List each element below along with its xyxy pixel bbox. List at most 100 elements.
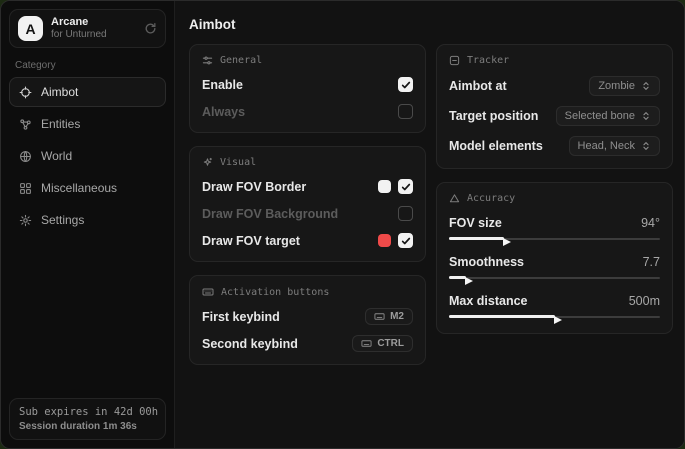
card-title: Visual <box>220 157 257 168</box>
sparkles-icon <box>202 157 213 168</box>
fov-background-checkbox[interactable] <box>398 206 413 221</box>
main-panel: Aimbot General Enable <box>175 1 684 448</box>
right-column: Tracker Aimbot at Zombie Target position <box>436 44 673 365</box>
general-card: General Enable Always <box>189 44 426 133</box>
smoothness-slider[interactable] <box>449 273 660 285</box>
keybind-value: CTRL <box>377 338 404 349</box>
setting-row-enable: Enable <box>202 76 413 93</box>
fov-size-slider[interactable] <box>449 234 660 246</box>
slider-track <box>449 277 660 279</box>
entities-icon <box>19 118 32 131</box>
setting-label: Draw FOV Border <box>202 179 307 194</box>
slider-fill <box>449 237 511 246</box>
max-distance-slider[interactable] <box>449 312 660 324</box>
slider-value: 7.7 <box>642 254 660 269</box>
aimbot-at-dropdown[interactable]: Zombie <box>589 76 660 96</box>
dropdown-value: Selected bone <box>564 110 635 122</box>
setting-label: Enable <box>202 77 243 92</box>
card-title: General <box>220 55 263 66</box>
always-checkbox[interactable] <box>398 104 413 119</box>
keyboard-icon <box>202 286 214 298</box>
dropdown-value: Zombie <box>598 80 635 92</box>
setting-label: Always <box>202 104 246 119</box>
setting-row-fov-background: Draw FOV Background <box>202 205 413 222</box>
triangle-icon <box>449 193 460 204</box>
chevron-up-down-icon <box>641 141 651 151</box>
app-subtitle: for Unturned <box>51 29 107 41</box>
slider-row-fov-size: FOV size 94° <box>449 214 660 246</box>
setting-row-fov-target: Draw FOV target <box>202 232 413 249</box>
page-title: Aimbot <box>189 17 236 32</box>
slider-thumb[interactable] <box>502 237 511 246</box>
fov-target-checkbox[interactable] <box>398 233 413 248</box>
setting-label: Draw FOV target <box>202 233 300 248</box>
setting-label: First keybind <box>202 309 280 324</box>
sidebar-item-entities[interactable]: Entities <box>9 109 166 139</box>
setting-row-second-keybind: Second keybind CTRL <box>202 335 413 352</box>
gear-icon <box>19 214 32 227</box>
sub-expiry-text: Sub expires in 42d 00h <box>19 406 159 418</box>
second-keybind-button[interactable]: CTRL <box>352 335 413 352</box>
keybind-value: M2 <box>390 311 404 322</box>
subscription-status-card: Sub expires in 42d 00h Session duration … <box>9 398 166 440</box>
setting-row-target-position: Target position Selected bone <box>449 106 660 126</box>
keyboard-icon <box>374 311 385 322</box>
sidebar-item-label: Settings <box>41 213 85 227</box>
target-position-dropdown[interactable]: Selected bone <box>555 106 660 126</box>
slider-row-smoothness: Smoothness 7.7 <box>449 253 660 285</box>
sidebar-item-world[interactable]: World <box>9 141 166 171</box>
chevron-up-down-icon <box>641 111 651 121</box>
sidebar-item-label: Miscellaneous <box>41 181 118 195</box>
card-title: Tracker <box>467 55 510 66</box>
setting-row-aimbot-at: Aimbot at Zombie <box>449 76 660 96</box>
enable-checkbox[interactable] <box>398 77 413 92</box>
dropdown-value: Head, Neck <box>577 140 635 152</box>
setting-row-always: Always <box>202 103 413 120</box>
crosshair-icon <box>19 86 32 99</box>
chevron-up-down-icon <box>641 81 651 91</box>
setting-label: Draw FOV Background <box>202 206 339 221</box>
fov-border-checkbox[interactable] <box>398 179 413 194</box>
app-logo-card: A Arcane for Unturned <box>9 9 166 48</box>
slider-track <box>449 238 660 240</box>
setting-row-first-keybind: First keybind M2 <box>202 308 413 325</box>
setting-label: FOV size <box>449 215 502 230</box>
slider-thumb[interactable] <box>553 315 562 324</box>
sidebar: A Arcane for Unturned Category Aimbot <box>1 1 175 448</box>
app-logo: A <box>18 16 43 41</box>
category-label: Category <box>15 60 56 71</box>
card-title: Accuracy <box>467 193 516 204</box>
tracker-card: Tracker Aimbot at Zombie Target position <box>436 44 673 169</box>
visual-card: Visual Draw FOV Border Draw FOV Backgrou… <box>189 146 426 262</box>
slider-fill <box>449 276 473 285</box>
globe-icon <box>19 150 32 163</box>
sidebar-item-aimbot[interactable]: Aimbot <box>9 77 166 107</box>
color-swatch[interactable] <box>378 180 391 193</box>
session-duration-text: Session duration 1m 36s <box>19 421 137 432</box>
tracker-icon <box>449 55 460 66</box>
slider-value: 94° <box>641 215 660 230</box>
color-swatch[interactable] <box>378 234 391 247</box>
first-keybind-button[interactable]: M2 <box>365 308 413 325</box>
slider-thumb[interactable] <box>464 276 473 285</box>
sidebar-item-miscellaneous[interactable]: Miscellaneous <box>9 173 166 203</box>
refresh-icon[interactable] <box>144 22 157 35</box>
slider-fill <box>449 315 562 324</box>
setting-label: Max distance <box>449 293 528 308</box>
accuracy-card: Accuracy FOV size 94° <box>436 182 673 334</box>
card-title: Activation buttons <box>221 286 330 298</box>
sliders-icon <box>202 55 213 66</box>
keyboard-icon <box>361 338 372 349</box>
sidebar-item-label: World <box>41 149 73 163</box>
app-title-block: Arcane for Unturned <box>51 16 136 40</box>
sidebar-item-label: Aimbot <box>41 85 79 99</box>
activation-card: Activation buttons First keybind M2 <box>189 275 426 365</box>
sidebar-item-settings[interactable]: Settings <box>9 205 166 235</box>
setting-label: Target position <box>449 109 539 123</box>
slider-row-max-distance: Max distance 500m <box>449 292 660 324</box>
sidebar-item-label: Entities <box>41 117 81 131</box>
model-elements-dropdown[interactable]: Head, Neck <box>568 136 660 156</box>
setting-label: Second keybind <box>202 336 298 351</box>
grid-icon <box>19 182 32 195</box>
